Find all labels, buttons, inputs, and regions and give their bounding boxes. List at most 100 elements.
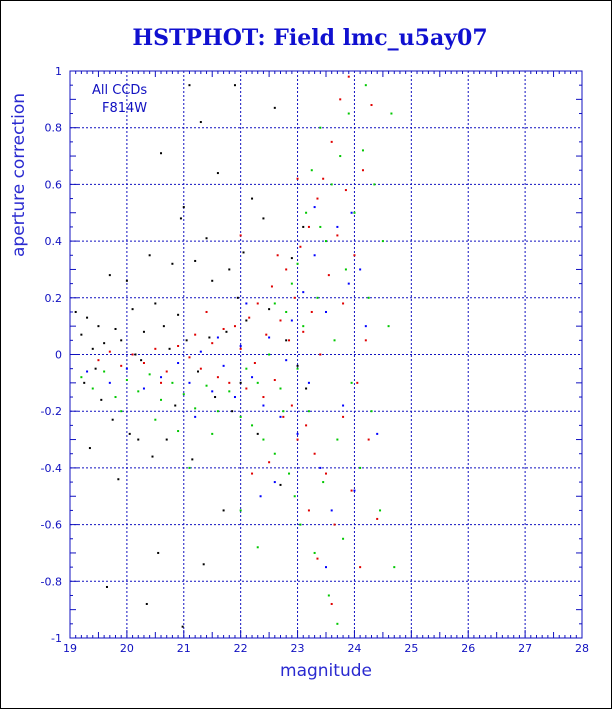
y-tick-label: 0.4 (45, 235, 63, 248)
data-point (251, 376, 254, 379)
data-point (205, 237, 208, 240)
data-point (325, 240, 327, 243)
data-point (330, 183, 333, 186)
data-point (370, 104, 373, 107)
data-point (148, 254, 151, 257)
data-point (364, 84, 367, 87)
data-point (347, 75, 350, 78)
data-point (273, 302, 276, 305)
data-point (88, 447, 91, 450)
y-tick-label: -0.8 (41, 575, 62, 588)
data-point (276, 254, 279, 257)
data-point (233, 325, 236, 328)
data-point (160, 152, 163, 155)
data-point (239, 344, 242, 347)
data-point (350, 489, 353, 492)
data-point (293, 296, 296, 299)
data-point (188, 381, 191, 384)
y-axis-label: aperture correction (9, 93, 29, 257)
data-point (262, 396, 265, 399)
data-point (256, 302, 259, 305)
data-point (361, 169, 364, 172)
data-point (194, 333, 197, 336)
data-point (80, 333, 83, 336)
data-point (259, 495, 262, 498)
data-point (197, 370, 199, 373)
y-tick-label: 0.8 (45, 122, 63, 135)
data-point (177, 313, 180, 316)
data-point (296, 367, 299, 370)
data-point (125, 367, 128, 370)
y-tick-label: -0.2 (41, 405, 62, 418)
data-point (256, 546, 259, 549)
data-point (211, 432, 214, 435)
data-point (316, 197, 319, 200)
data-point (199, 350, 202, 353)
data-point (367, 296, 370, 299)
data-point (296, 438, 299, 441)
data-point (245, 367, 248, 370)
data-point (336, 234, 339, 237)
data-point (373, 183, 376, 186)
data-point (182, 206, 185, 209)
data-point (290, 404, 293, 407)
data-point (279, 483, 282, 486)
data-point (268, 336, 271, 339)
data-point (296, 262, 299, 265)
data-point (285, 339, 288, 342)
data-point (222, 327, 225, 330)
data-point (262, 438, 265, 441)
data-point (302, 225, 305, 228)
y-tick-label: 0 (55, 349, 62, 362)
data-point (379, 509, 382, 512)
data-point (222, 509, 225, 512)
data-point (393, 566, 396, 569)
data-point (356, 381, 359, 384)
data-point (305, 424, 308, 427)
data-point (353, 211, 356, 214)
data-point (350, 211, 353, 214)
data-point (179, 217, 182, 220)
data-point (310, 310, 313, 313)
data-point (248, 316, 251, 319)
data-point (256, 432, 259, 435)
data-point (290, 282, 293, 285)
x-tick-label: 28 (575, 642, 589, 655)
data-point (216, 376, 219, 379)
data-point (268, 308, 271, 311)
data-point (157, 551, 160, 554)
data-point (339, 98, 342, 101)
data-point (336, 622, 339, 625)
data-point (239, 234, 242, 237)
data-point (344, 268, 347, 271)
data-point (185, 339, 188, 342)
data-point (154, 347, 157, 350)
data-point (359, 466, 362, 469)
data-point (313, 452, 316, 455)
y-tick-label: -1 (51, 632, 62, 645)
data-point (342, 537, 345, 540)
data-point (268, 461, 271, 464)
x-tick-label: 27 (518, 642, 532, 655)
data-point (265, 333, 268, 336)
data-point (177, 430, 180, 433)
data-point (316, 557, 319, 560)
data-point (191, 458, 194, 461)
data-point (120, 410, 123, 413)
data-point (160, 376, 163, 379)
y-tick-label: 0.2 (45, 292, 63, 305)
data-point (302, 291, 305, 294)
data-point (86, 370, 89, 373)
data-point (242, 251, 245, 254)
data-point (131, 353, 134, 356)
data-point (296, 177, 299, 180)
data-point (114, 327, 117, 330)
data-point (370, 410, 373, 413)
data-point (103, 370, 106, 373)
chart-title: HSTPHOT: Field lmc_u5ay07 (132, 25, 487, 51)
data-point (387, 325, 390, 328)
data-point (285, 359, 288, 362)
data-point (282, 415, 285, 418)
data-point (367, 438, 370, 441)
data-point (211, 342, 214, 345)
